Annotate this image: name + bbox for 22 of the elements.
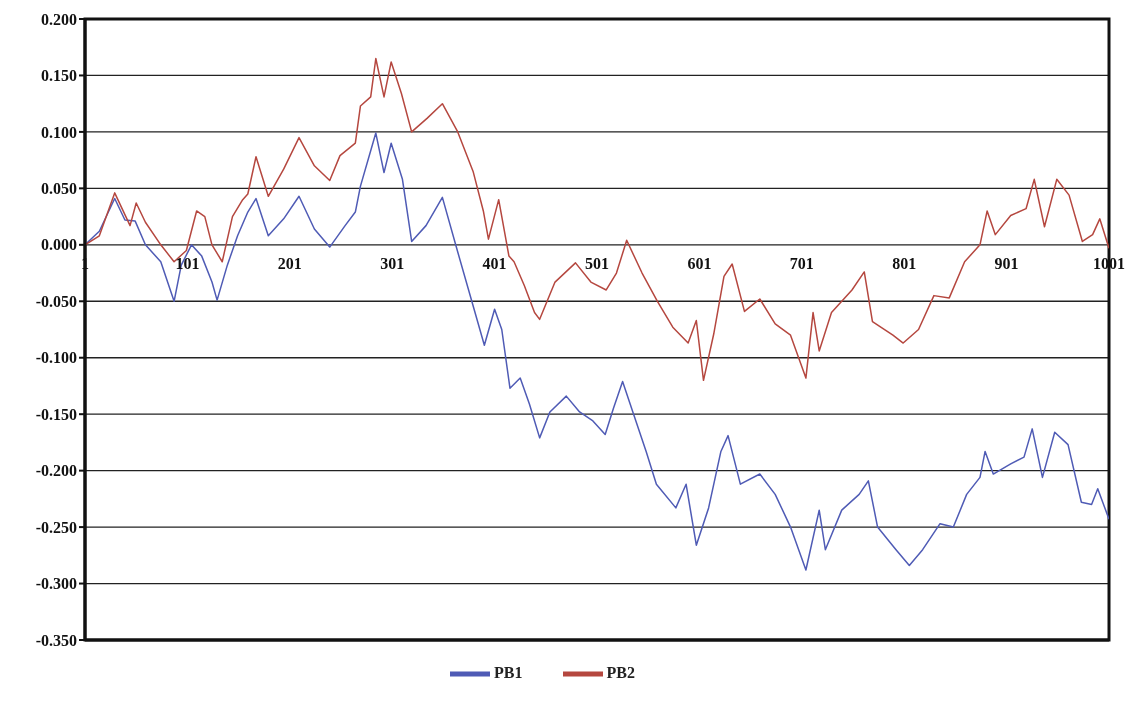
y-tick-label: 0.000 (41, 236, 77, 254)
y-tick-label: -0.300 (35, 575, 77, 593)
x-tick-label: 901 (994, 254, 1019, 272)
y-tick-label: -0.350 (35, 631, 77, 649)
y-tick-label: -0.100 (35, 349, 77, 367)
legend-label: PB1 (494, 663, 523, 681)
y-tick-label: 0.200 (41, 10, 77, 28)
x-tick-label: 701 (789, 254, 814, 272)
x-tick-label: 301 (380, 254, 405, 272)
y-tick-label: 0.150 (41, 67, 77, 85)
x-tick-label: 501 (585, 254, 609, 272)
y-tick-label: -0.150 (35, 405, 77, 423)
y-tick-label: -0.200 (35, 462, 77, 480)
y-tick-label: 0.100 (41, 123, 77, 141)
y-tick-label: -0.250 (35, 518, 77, 536)
x-tick-label: 401 (482, 254, 507, 272)
y-tick-label: 0.050 (41, 180, 77, 198)
x-tick-label: 801 (892, 254, 917, 272)
y-tick-label: -0.050 (35, 292, 77, 310)
x-tick-label: 201 (277, 254, 302, 272)
legend-label: PB2 (606, 663, 635, 681)
x-tick-label: 601 (687, 254, 712, 272)
